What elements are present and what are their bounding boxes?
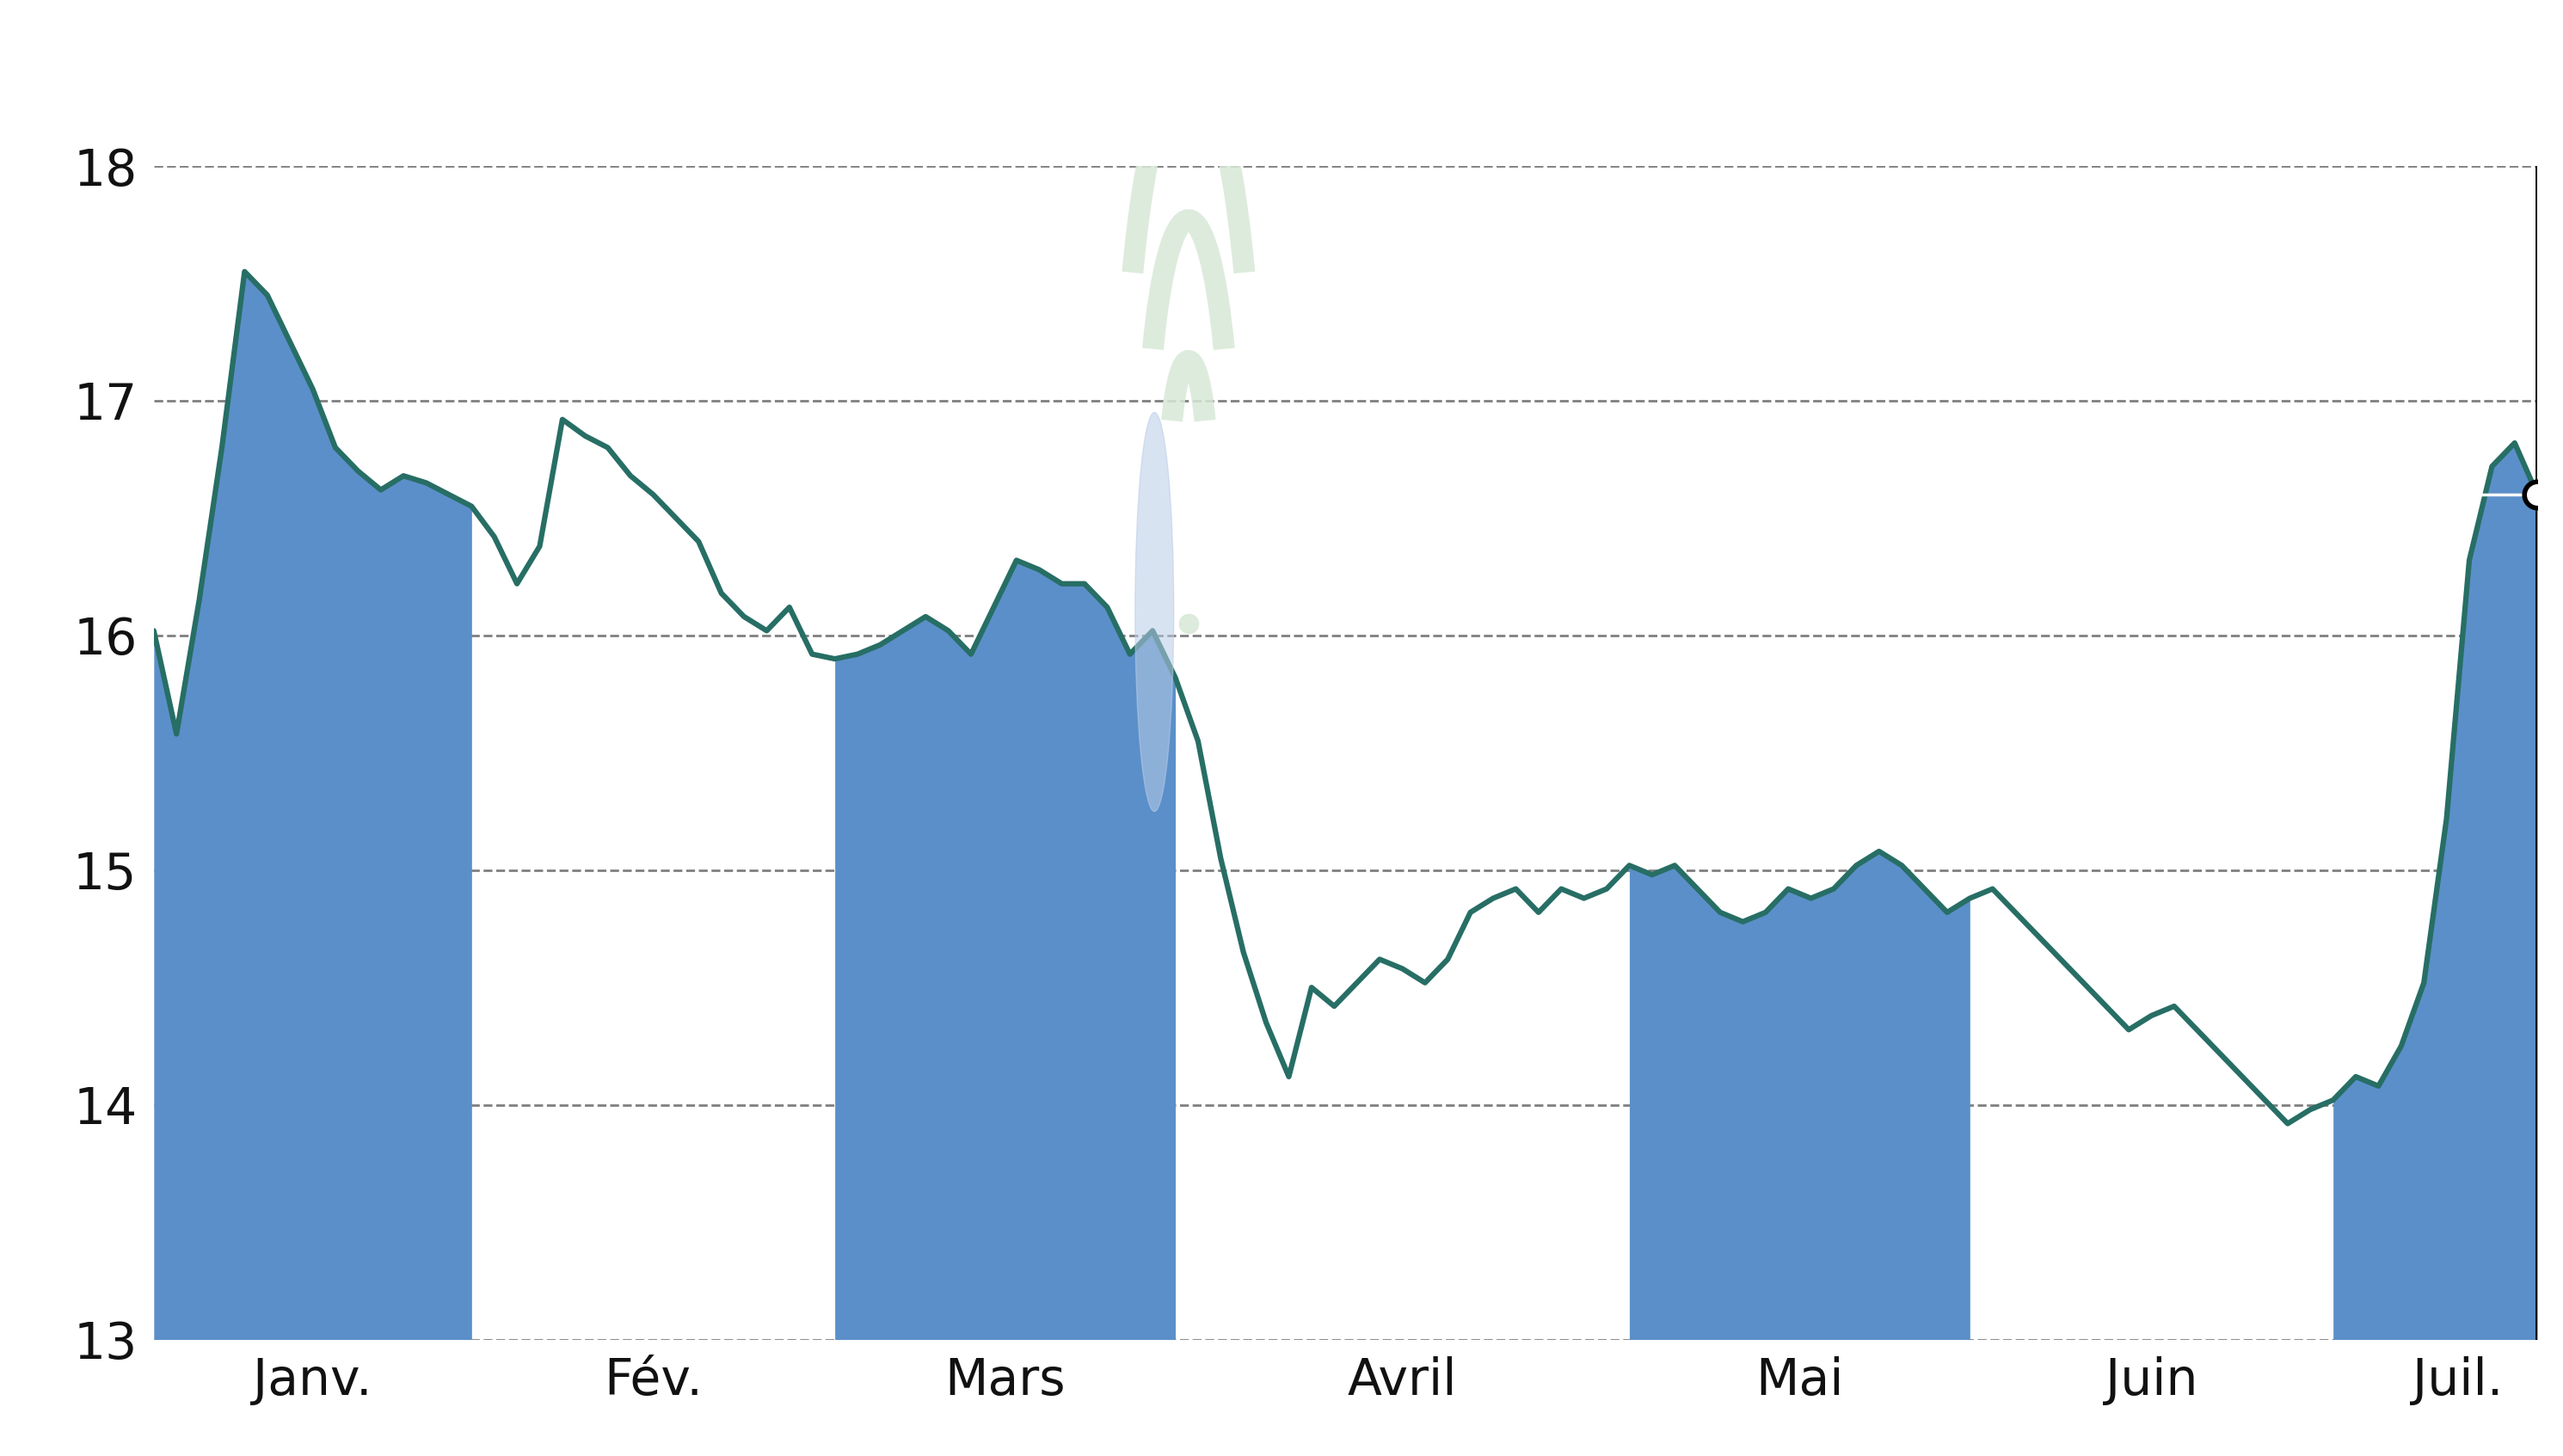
Text: EUROBIO-SCIENTIFIC: EUROBIO-SCIENTIFIC — [720, 20, 1843, 114]
Circle shape — [1135, 412, 1174, 811]
